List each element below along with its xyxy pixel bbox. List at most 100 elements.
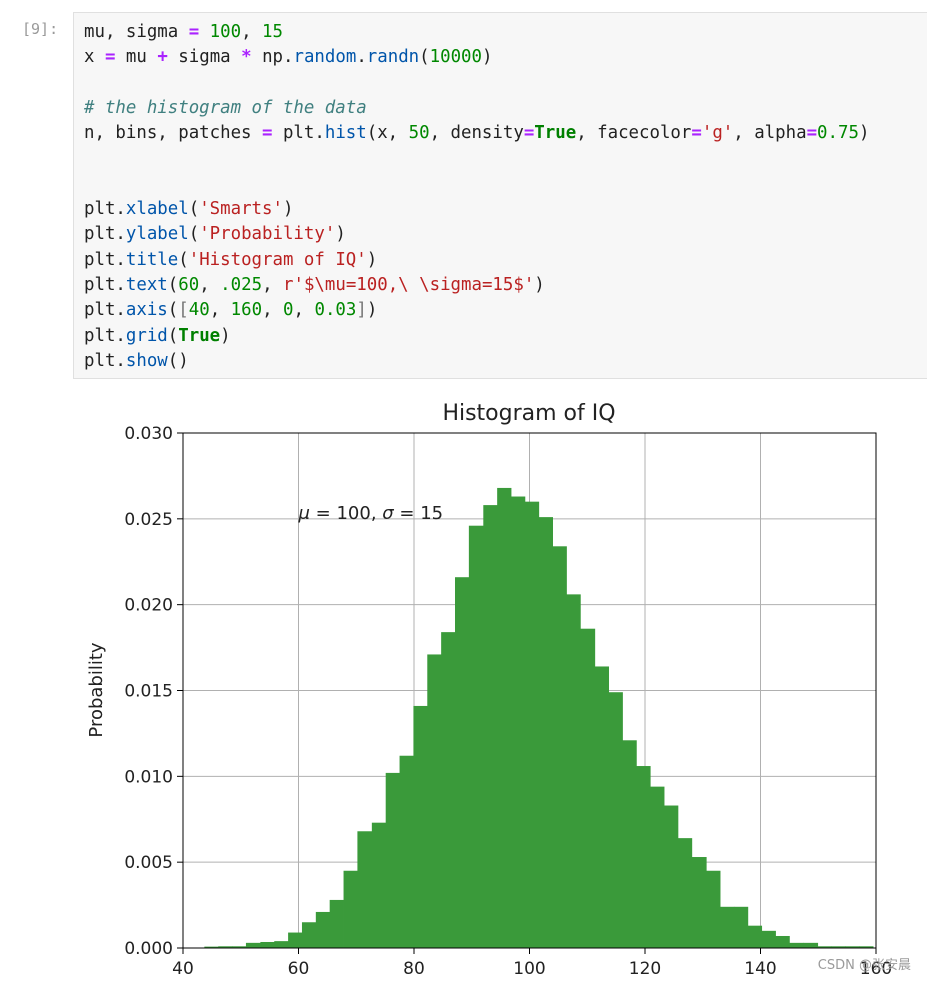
code-token: , — [199, 274, 221, 295]
code-line: # the histogram of the data — [84, 98, 367, 118]
code-line: mu, sigma = 100, 15 — [84, 22, 283, 42]
code-token: plt. — [84, 274, 126, 295]
code-token: plt. — [272, 123, 325, 144]
code-token: # the histogram of the data — [84, 97, 367, 118]
histogram-bar — [232, 946, 247, 948]
code-token: xlabel — [125, 199, 189, 220]
code-token: ) — [482, 47, 493, 68]
code-token: , — [262, 300, 284, 321]
histogram-bar — [845, 946, 860, 948]
code-token: ) — [335, 224, 346, 245]
code-token: ] — [356, 300, 367, 321]
histogram-bar — [706, 870, 721, 948]
code-token: ) — [220, 325, 231, 346]
code-token: 100 — [209, 22, 242, 42]
code-line: plt.text(60, .025, r'$\mu=100,\ \sigma=1… — [84, 275, 545, 295]
code-token: np. — [251, 47, 294, 68]
histogram-bar — [315, 911, 331, 948]
histogram-bar — [343, 870, 358, 948]
code-token: ylabel — [125, 224, 189, 245]
cell-output: 40 60 80 100 120 140 160 0.000 0.005 0.010 0.015 0… — [0, 384, 927, 982]
histogram-bar — [524, 501, 540, 948]
histogram-bar — [427, 654, 442, 948]
code-token: 160 — [230, 300, 263, 321]
code-token: , — [209, 300, 231, 321]
histogram-bar — [483, 505, 498, 948]
x-tick-label: 140 — [744, 959, 776, 979]
histogram-bar — [691, 857, 707, 948]
histogram-bar — [580, 628, 596, 948]
histogram-bar — [274, 941, 289, 948]
y-tick-label: 0.030 — [124, 424, 173, 444]
code-token — [199, 22, 209, 42]
code-token: = — [691, 123, 702, 144]
code-token: * — [241, 47, 252, 68]
code-token: 'Histogram of IQ' — [188, 249, 367, 270]
histogram-bar — [636, 766, 651, 948]
code-token: ( — [188, 224, 200, 245]
code-token: 60 — [178, 274, 200, 295]
code-token: , facecolor — [576, 123, 692, 144]
histogram-bar — [497, 487, 512, 948]
sigma-value: = 15 — [394, 503, 443, 524]
code-token: 50 — [408, 123, 430, 144]
code-token: ) — [366, 249, 378, 270]
code-token: = — [262, 123, 273, 144]
code-cell[interactable]: mu, sigma = 100, 15 x = mu + sigma * np.… — [73, 12, 927, 379]
histogram-bar — [468, 525, 484, 948]
code-token: plt. — [84, 325, 126, 346]
code-token: [ — [178, 300, 189, 321]
histogram-bar — [204, 946, 219, 948]
code-token: .025 — [220, 274, 263, 295]
code-token: axis — [125, 300, 168, 321]
y-tick-label: 0.025 — [124, 510, 173, 530]
histogram-bar — [552, 546, 567, 948]
histogram-bar — [329, 899, 344, 948]
code-token: True — [178, 325, 221, 346]
code-token: ) — [858, 123, 870, 144]
histogram-bar — [399, 755, 414, 948]
code-token: True — [534, 123, 577, 144]
histogram-bar — [455, 577, 470, 948]
code-token: , density — [429, 123, 524, 144]
code-token: plt. — [84, 199, 126, 220]
code-token: plt. — [84, 224, 126, 245]
histogram-bar — [385, 772, 400, 948]
code-token: = — [523, 123, 535, 144]
code-token: n, bins, patches — [84, 123, 262, 144]
sigma-symbol: σ — [382, 503, 394, 524]
code-token: = — [806, 123, 818, 144]
code-token: 'Smarts' — [199, 199, 283, 220]
histogram-bar — [664, 805, 679, 948]
code-line: plt.grid(True) — [84, 326, 231, 346]
histogram-bar — [775, 935, 790, 948]
y-tick-label: 0.020 — [124, 596, 173, 616]
mu-sigma-annotation: μ = 100, σ = 15 — [298, 503, 444, 524]
code-token: , — [262, 274, 284, 295]
histogram-bar — [733, 906, 749, 948]
histogram-bar — [859, 946, 874, 948]
code-token: 15 — [262, 22, 283, 42]
y-tick-label: 0.010 — [124, 767, 173, 787]
histogram-bar — [720, 906, 735, 948]
histogram-bar — [260, 941, 275, 948]
x-tick-label: 80 — [403, 959, 425, 979]
histogram-bar — [608, 692, 623, 948]
code-line: plt.title('Histogram of IQ') — [84, 250, 377, 270]
code-token: mu — [115, 47, 158, 68]
code-token: plt. — [84, 350, 126, 371]
code-token: randn — [366, 47, 420, 68]
histogram-bar — [371, 822, 387, 948]
mu-value: = 100, — [310, 503, 382, 524]
code-editor[interactable]: mu, sigma = 100, 15 x = mu + sigma * np.… — [84, 20, 869, 374]
x-tick-label: 120 — [629, 959, 661, 979]
histogram-bar — [441, 632, 456, 948]
histogram-bar — [413, 705, 428, 948]
code-token: mu, sigma — [84, 22, 189, 42]
histogram-bar — [288, 932, 303, 948]
histogram-bar — [761, 930, 776, 948]
histogram-bars — [204, 487, 874, 948]
code-token: plt. — [84, 249, 126, 270]
code-token: ) — [366, 300, 378, 321]
histogram-bar — [747, 925, 763, 948]
